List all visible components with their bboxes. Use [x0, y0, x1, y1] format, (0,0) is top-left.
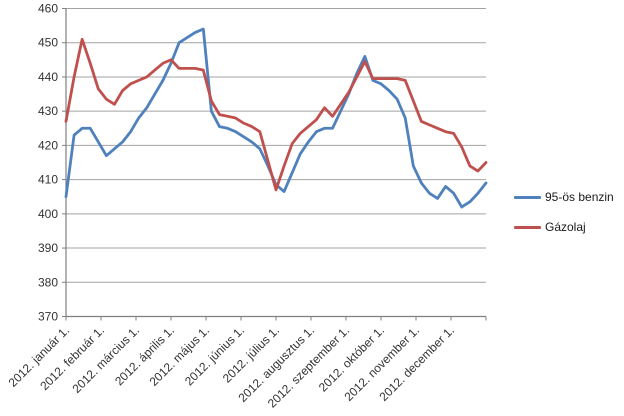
gazolaj-legend-label: Gázolaj [545, 220, 586, 234]
benzin-line[interactable] [64, 27, 488, 209]
y-axis-label: 430 [38, 104, 58, 118]
y-axis-label: 380 [38, 275, 58, 289]
legend-item-gazolaj[interactable]: Gázolaj [514, 219, 614, 235]
y-axis-label: 390 [38, 241, 58, 255]
legend: 95-ös benzin Gázolaj [514, 189, 614, 249]
y-axis-label: 420 [38, 138, 58, 152]
legend-item-benzin[interactable]: 95-ös benzin [514, 189, 614, 205]
y-axis-label: 450 [38, 36, 58, 50]
y-axis-label: 460 [38, 2, 58, 16]
benzin-legend-label: 95-ös benzin [545, 190, 614, 204]
y-axis-label: 370 [38, 310, 58, 324]
y-axis-label: 410 [38, 173, 58, 187]
gazolaj-line-swatch [514, 225, 541, 229]
x-axis-label: 2012. január 1. [6, 323, 73, 390]
gazolaj-line[interactable] [64, 37, 488, 192]
benzin-line-swatch [514, 195, 541, 199]
y-axis-label: 400 [38, 207, 58, 221]
y-axis-label: 440 [38, 70, 58, 84]
